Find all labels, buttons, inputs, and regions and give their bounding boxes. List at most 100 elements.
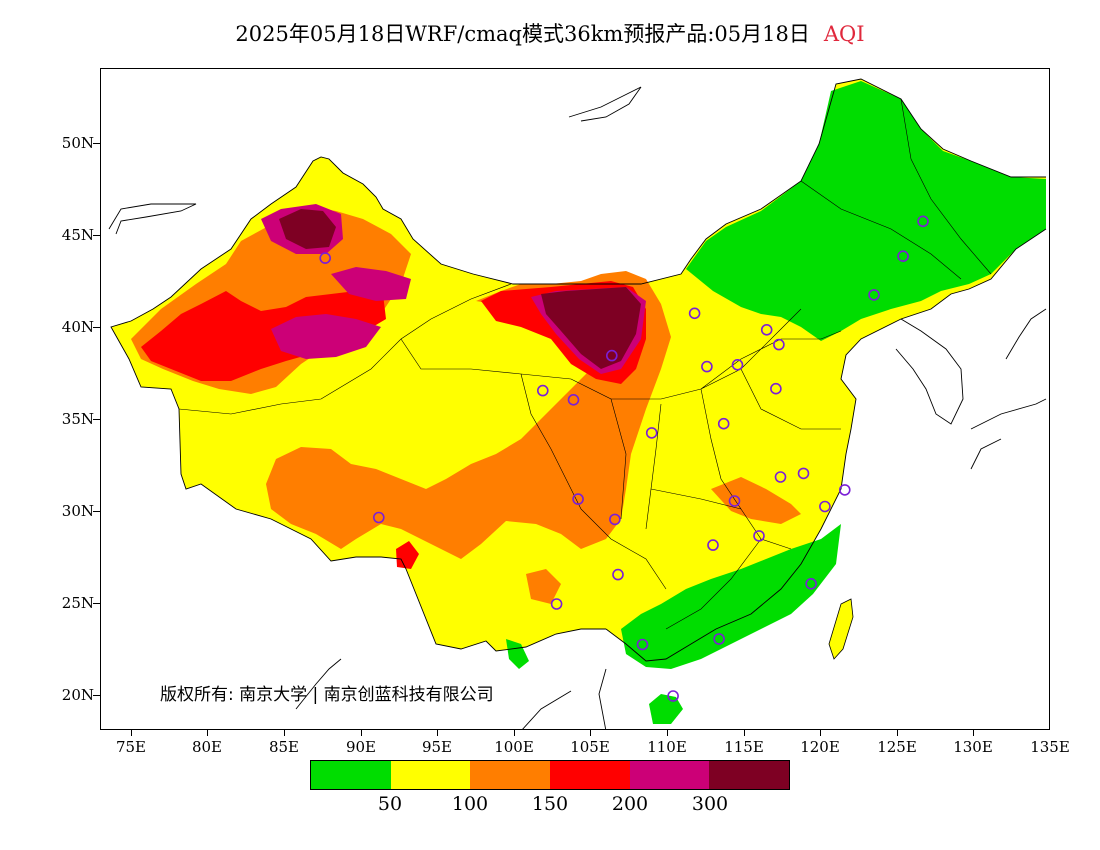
lat-label-40: 40N [61,318,94,336]
province-boundaries [178,98,992,630]
lon-label-95: 95E [421,738,453,756]
aqi-region-red-tibet [396,541,419,569]
station-marker [731,358,744,371]
lon-label-135: 135E [1030,738,1070,756]
lon-tick [973,730,974,736]
lon-tick [744,730,745,736]
aqi-region-orange-east [711,477,801,524]
lat-label-45: 45N [61,226,94,244]
aqi-region-orange-southwest [526,569,561,604]
station-marker [701,360,713,373]
kazakh-outline [108,203,197,235]
legend-label-150: 150 [531,793,569,815]
legend-label-300: 300 [691,793,729,815]
legend-swatch-3 [550,761,630,789]
lon-label-105: 105E [570,738,610,756]
lon-label-75: 75E [115,738,147,756]
station-marker [612,568,624,581]
aqi-region-purple-xinjiang-mid [331,267,411,301]
title-variable: AQI [823,22,865,46]
lat-label-30: 30N [61,502,94,520]
lat-tick [93,235,100,236]
legend-swatch-2 [470,761,551,789]
station-marker [728,495,741,507]
lon-tick [667,730,668,736]
legend-swatch-4 [629,761,710,789]
lat-tick [93,603,100,604]
aqi-region-maroon-xinjiang [279,209,336,249]
station-marker [713,633,725,645]
station-marker [609,513,621,526]
station-marker [645,427,658,439]
station-marker [372,511,385,524]
lon-label-130: 130E [953,738,993,756]
station-marker [897,250,909,262]
station-marker [667,690,679,702]
lon-tick [207,730,208,736]
lat-label-35: 35N [61,410,94,428]
legend-swatch-5 [709,761,790,789]
aqi-region-green-yunnan [506,639,529,669]
lon-label-125: 125E [877,738,917,756]
aqi-color-legend [310,760,790,790]
southeast-asia-outline [295,658,607,729]
lon-label-80: 80E [191,738,223,756]
lon-tick [437,730,438,736]
legend-label-200: 200 [611,793,649,815]
lon-tick [820,730,821,736]
aqi-region-green-south [621,524,841,669]
aqi-region-purple-xinjiang-south [271,314,381,359]
legend-label-50: 50 [377,793,403,815]
station-marker [717,417,730,430]
station-marker [319,252,331,264]
aqi-region-taiwan [828,598,854,660]
station-marker [774,471,787,483]
lon-tick [131,730,132,736]
lon-tick [361,730,362,736]
lon-label-120: 120E [800,738,840,756]
lat-label-25: 25N [61,594,94,612]
legend-swatch-1 [390,761,471,789]
station-marker [838,484,851,496]
station-marker [773,338,785,351]
copyright-text: 版权所有: 南京大学 | 南京创蓝科技有限公司 [160,685,494,705]
lat-label-20: 20N [61,686,94,704]
station-marker [797,467,810,480]
map-title: 2025年05月18日WRF/cmaq模式36km预报产品:05月18日 AQI [0,18,1100,48]
lon-tick [590,730,591,736]
aqi-region-maroon-inner-mongolia [541,287,641,369]
station-marker [917,215,929,228]
lon-label-90: 90E [345,738,377,756]
monitoring-stations [319,215,929,702]
aqi-map [108,78,1047,729]
lon-label-115: 115E [724,738,764,756]
lat-tick [93,327,100,328]
legend-label-100: 100 [451,793,489,815]
lat-tick [93,695,100,696]
station-marker [605,349,618,362]
korea-japan-outline [895,308,1047,470]
station-marker [868,289,880,301]
lon-label-110: 110E [647,738,687,756]
lat-tick [93,419,100,420]
map-area [100,68,1050,730]
station-marker [567,393,580,406]
station-marker [636,638,649,651]
station-marker [805,577,817,590]
lon-label-85: 85E [268,738,300,756]
lon-tick [284,730,285,736]
lon-tick [897,730,898,736]
lon-tick [514,730,515,736]
aqi-region-red-xinjiang [141,291,386,381]
china-coastline [605,228,1047,662]
station-marker [550,598,563,610]
station-marker [688,307,701,320]
station-marker [707,539,719,551]
lon-label-100: 100E [494,738,534,756]
lat-label-50: 50N [61,134,94,152]
station-marker [819,500,831,513]
station-marker [536,384,549,397]
legend-swatch-0 [311,761,391,789]
station-marker [753,530,765,542]
lat-tick [93,143,100,144]
